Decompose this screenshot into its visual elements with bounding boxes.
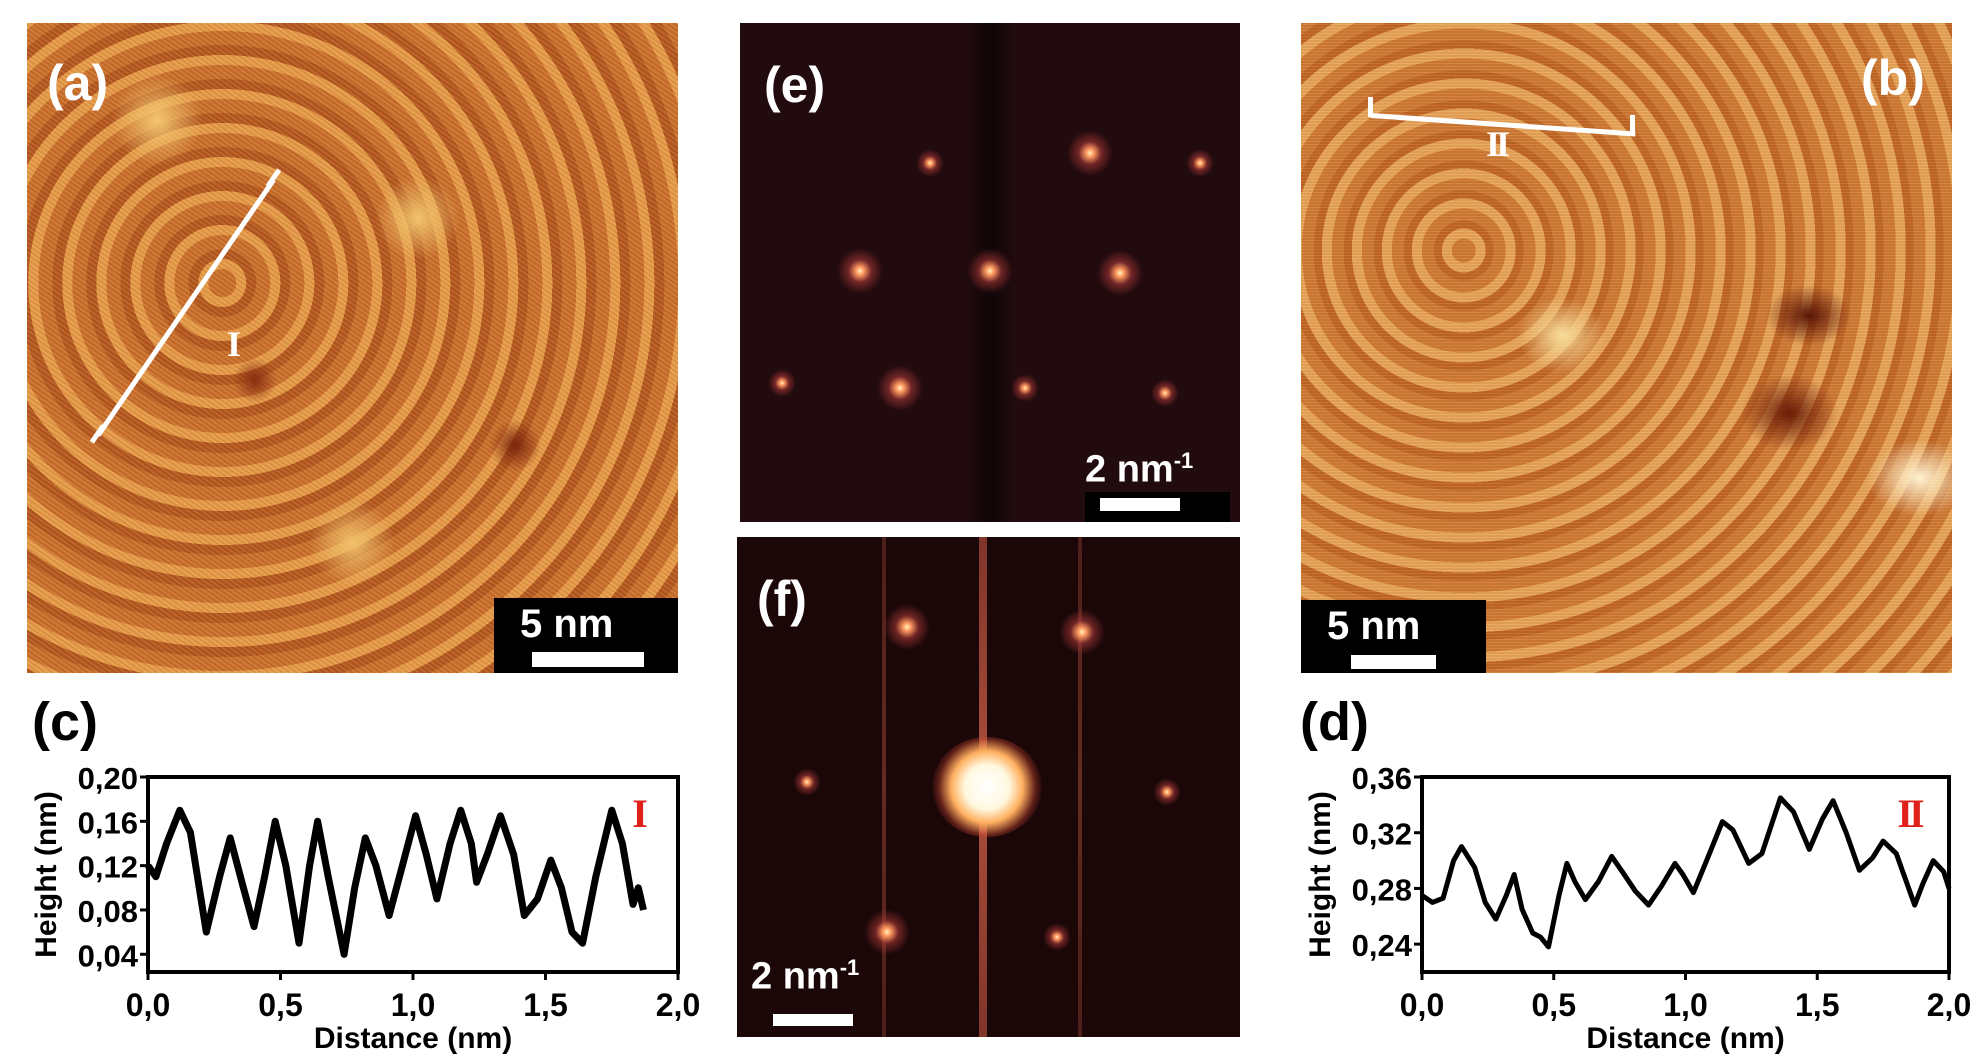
y-tick-label: 0,28 bbox=[1352, 872, 1412, 907]
x-tick-label: 0,0 bbox=[1400, 987, 1444, 1023]
plot-label-c: (c) bbox=[32, 692, 98, 752]
scalebar-f-label: 2 nm-1 bbox=[751, 955, 860, 998]
stm-image-b: (b) II 5 nm bbox=[1301, 23, 1952, 673]
scalebar-e: 2 nm-1 bbox=[1085, 448, 1230, 522]
y-tick-label: 0,04 bbox=[78, 938, 139, 973]
profile-tag: I bbox=[632, 791, 647, 836]
line-profile-chart-d: 0,24 0,28 0,32 0,36 0,0 0,5 1,0 1,5 2,0 Distance … bbox=[1304, 761, 1971, 1055]
scalebar-f: 2 nm-1 bbox=[751, 957, 901, 1032]
scalebar-a: 5 nm bbox=[494, 598, 678, 673]
panel-label-a: (a) bbox=[47, 55, 109, 111]
x-tick-label: 0,5 bbox=[258, 987, 302, 1023]
y-tick-label: 0,12 bbox=[78, 850, 138, 885]
scalebar-e-bar bbox=[1100, 498, 1180, 511]
y-tick-label: 0,20 bbox=[78, 761, 138, 796]
scalebar-a-label: 5 nm bbox=[520, 602, 614, 646]
scalebar-b-bar bbox=[1351, 655, 1436, 669]
y-tick-label: 0,16 bbox=[78, 805, 138, 840]
panel-label-e: (e) bbox=[764, 57, 826, 113]
linecut-label-II: II bbox=[1486, 124, 1510, 164]
x-tick-label: 2,0 bbox=[1927, 987, 1971, 1023]
y-tick-label: 0,24 bbox=[1352, 928, 1413, 963]
y-axis-label: Height (nm) bbox=[30, 791, 63, 958]
panel-label-b: (b) bbox=[1861, 50, 1925, 106]
x-axis-label: Distance (nm) bbox=[1586, 1022, 1784, 1055]
linecut-label-I: I bbox=[227, 324, 242, 364]
x-tick-label: 0,0 bbox=[126, 987, 170, 1023]
scalebar-f-bar bbox=[773, 1014, 853, 1026]
fft-image-e: (e) 2 nm-1 bbox=[740, 23, 1240, 522]
plot-label-d: (d) bbox=[1300, 692, 1369, 752]
profile-line bbox=[145, 806, 647, 958]
y-tick-label: 0,32 bbox=[1352, 817, 1412, 852]
fft-image-f: (f) 2 nm-1 bbox=[737, 537, 1240, 1037]
y-tick-label: 0,36 bbox=[1352, 761, 1412, 796]
line-profile-chart-c: 0,04 0,08 0,12 0,16 0,20 0,0 0,5 1,0 1,5 2,0 Dista… bbox=[30, 761, 700, 1055]
x-tick-label: 1,5 bbox=[1795, 987, 1839, 1023]
panel-label-f: (f) bbox=[757, 571, 807, 627]
scalebar-a-bar bbox=[532, 652, 644, 667]
y-tick-label: 0,08 bbox=[78, 894, 138, 929]
x-tick-label: 1,0 bbox=[1663, 987, 1707, 1023]
x-tick-label: 1,5 bbox=[523, 987, 567, 1023]
stm-image-a: (a) I 5 nm bbox=[27, 23, 678, 673]
x-tick-label: 0,5 bbox=[1532, 987, 1576, 1023]
y-axis-label: Height (nm) bbox=[1304, 791, 1337, 958]
x-tick-label: 2,0 bbox=[656, 987, 700, 1023]
x-axis-label: Distance (nm) bbox=[314, 1022, 512, 1055]
scalebar-e-label: 2 nm-1 bbox=[1085, 448, 1194, 491]
scalebar-b: 5 nm bbox=[1301, 600, 1486, 673]
profile-tag: II bbox=[1897, 791, 1924, 836]
x-tick-label: 1,0 bbox=[391, 987, 435, 1023]
scalebar-b-label: 5 nm bbox=[1327, 604, 1421, 648]
profile-line bbox=[1420, 795, 1952, 950]
